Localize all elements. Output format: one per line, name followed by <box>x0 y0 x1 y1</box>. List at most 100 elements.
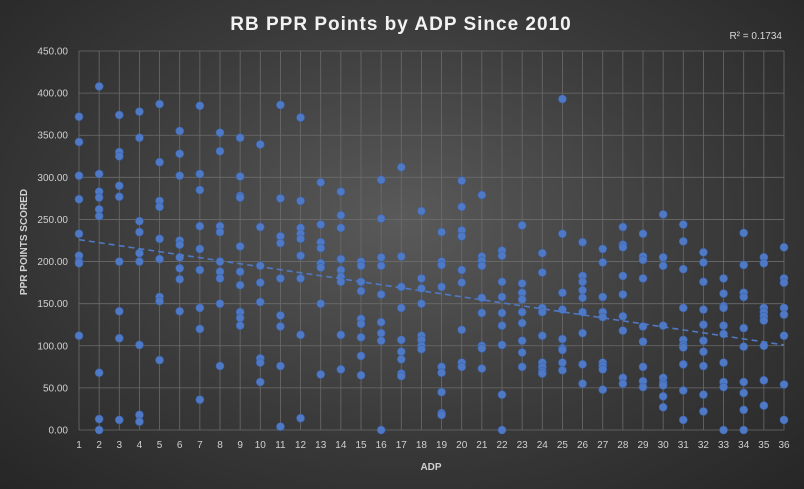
data-point <box>517 362 527 372</box>
data-point <box>578 293 587 303</box>
x-tick-label: 31 <box>678 440 690 451</box>
data-point <box>417 274 426 283</box>
data-point <box>175 240 185 250</box>
data-point <box>215 361 225 371</box>
data-point <box>296 251 305 260</box>
data-point <box>94 193 104 202</box>
data-point <box>155 157 164 167</box>
data-point <box>155 234 164 244</box>
x-tick-label: 9 <box>237 440 243 451</box>
data-point <box>618 242 628 252</box>
data-point <box>135 257 144 266</box>
data-point <box>235 313 245 323</box>
data-point <box>678 360 688 369</box>
data-point <box>537 268 547 277</box>
y-tick-label: 400.00 <box>37 89 68 100</box>
data-point <box>699 361 708 371</box>
data-point <box>779 415 789 425</box>
data-point <box>114 151 124 161</box>
data-point <box>497 321 507 330</box>
data-point <box>276 194 285 203</box>
data-point <box>195 244 205 254</box>
data-point <box>558 229 567 239</box>
data-point <box>678 303 688 313</box>
data-point <box>457 265 467 275</box>
data-point <box>276 238 285 248</box>
data-point <box>376 425 386 435</box>
data-point <box>558 365 567 375</box>
data-point <box>396 354 406 364</box>
x-tick-label: 6 <box>177 440 183 451</box>
data-point <box>719 289 728 298</box>
data-point <box>437 368 446 378</box>
data-point <box>195 101 205 111</box>
x-tick-label: 7 <box>197 440 203 451</box>
gridlines <box>78 50 785 431</box>
data-point <box>94 82 104 91</box>
data-point <box>558 334 567 344</box>
data-point <box>175 274 185 284</box>
data-point <box>497 308 507 318</box>
data-point <box>74 171 84 180</box>
data-point <box>235 280 245 290</box>
y-tick-label: 200.00 <box>37 257 68 268</box>
x-tick-label: 16 <box>376 440 388 451</box>
data-point <box>558 94 567 104</box>
data-point <box>336 223 346 233</box>
data-point <box>215 274 225 283</box>
data-point <box>175 149 185 159</box>
data-point <box>376 290 386 299</box>
data-point <box>235 172 245 181</box>
data-point <box>336 254 346 264</box>
data-point <box>215 146 225 156</box>
data-point <box>437 410 446 420</box>
data-point <box>336 210 346 220</box>
data-points <box>74 82 789 435</box>
x-tick-label: 17 <box>396 440 408 451</box>
x-tick-label: 10 <box>255 440 267 451</box>
data-point <box>437 282 446 292</box>
data-point <box>376 328 386 338</box>
data-point <box>537 248 547 258</box>
data-point <box>678 237 688 246</box>
data-point <box>719 358 728 367</box>
data-point <box>296 196 305 206</box>
data-point <box>457 362 467 372</box>
data-point <box>235 133 245 143</box>
data-point <box>195 169 205 179</box>
data-point <box>155 296 164 306</box>
y-tick-label: 100.00 <box>37 341 68 352</box>
data-point <box>235 267 245 276</box>
data-point <box>517 348 527 357</box>
data-point <box>658 381 668 390</box>
data-point <box>638 229 648 239</box>
data-point <box>195 221 205 231</box>
data-point <box>195 324 205 334</box>
x-tick-label: 20 <box>456 440 468 451</box>
data-point <box>739 405 749 415</box>
data-point <box>497 292 507 302</box>
data-point <box>699 305 708 314</box>
data-point <box>598 312 608 322</box>
data-point <box>658 261 668 271</box>
data-point <box>356 333 366 342</box>
data-point <box>457 202 467 212</box>
data-point <box>396 303 406 313</box>
data-point <box>276 361 285 371</box>
data-point <box>135 133 144 143</box>
x-tick-label: 14 <box>335 440 347 451</box>
data-point <box>719 274 728 283</box>
y-tick-label: 300.00 <box>37 173 68 184</box>
x-tick-label: 32 <box>698 440 710 451</box>
data-point <box>618 290 628 299</box>
data-point <box>296 274 305 283</box>
data-point <box>658 210 668 219</box>
data-point <box>356 261 366 271</box>
data-point <box>316 178 326 187</box>
data-point <box>235 321 245 330</box>
data-point <box>376 253 386 262</box>
data-point <box>477 344 487 353</box>
x-tick-label: 1 <box>76 440 82 451</box>
x-tick-label: 33 <box>718 440 730 451</box>
